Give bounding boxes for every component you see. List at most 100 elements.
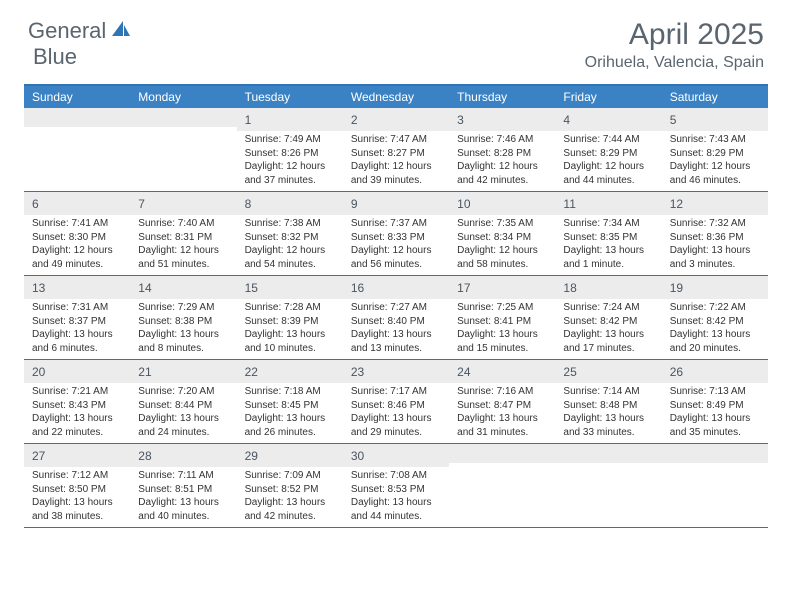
day-detail-line: Daylight: 12 hours and 39 minutes. xyxy=(351,160,441,187)
week-row: 6Sunrise: 7:41 AMSunset: 8:30 PMDaylight… xyxy=(24,192,768,276)
day-details: Sunrise: 7:31 AMSunset: 8:37 PMDaylight:… xyxy=(24,299,130,359)
day-headers-row: SundayMondayTuesdayWednesdayThursdayFrid… xyxy=(24,86,768,108)
day-number: 12 xyxy=(670,197,683,211)
day-number-row: 3 xyxy=(449,108,555,131)
calendar: SundayMondayTuesdayWednesdayThursdayFrid… xyxy=(24,84,768,528)
day-detail-line: Sunrise: 7:11 AM xyxy=(138,469,228,483)
day-cell: 21Sunrise: 7:20 AMSunset: 8:44 PMDayligh… xyxy=(130,360,236,443)
day-number: 15 xyxy=(245,281,258,295)
day-cell: 18Sunrise: 7:24 AMSunset: 8:42 PMDayligh… xyxy=(555,276,661,359)
day-number: 14 xyxy=(138,281,151,295)
sail-icon xyxy=(110,19,132,44)
day-number: 20 xyxy=(32,365,45,379)
day-details: Sunrise: 7:46 AMSunset: 8:28 PMDaylight:… xyxy=(449,131,555,191)
day-cell: 23Sunrise: 7:17 AMSunset: 8:46 PMDayligh… xyxy=(343,360,449,443)
day-number-row xyxy=(130,108,236,127)
day-number: 19 xyxy=(670,281,683,295)
day-cell: 9Sunrise: 7:37 AMSunset: 8:33 PMDaylight… xyxy=(343,192,449,275)
day-details xyxy=(555,463,661,469)
day-cell: 17Sunrise: 7:25 AMSunset: 8:41 PMDayligh… xyxy=(449,276,555,359)
day-number-row: 16 xyxy=(343,276,449,299)
day-number: 18 xyxy=(563,281,576,295)
day-number: 23 xyxy=(351,365,364,379)
day-detail-line: Sunset: 8:44 PM xyxy=(138,399,228,413)
day-detail-line: Sunrise: 7:18 AM xyxy=(245,385,335,399)
day-number: 11 xyxy=(563,197,575,211)
day-cell: 10 Sunrise: 7:35 AMSunset: 8:34 PMDayligh… xyxy=(449,192,555,275)
day-cell xyxy=(555,444,661,527)
day-number-row: 14 xyxy=(130,276,236,299)
day-detail-line: Daylight: 13 hours and 31 minutes. xyxy=(457,412,547,439)
day-number-row: 27 xyxy=(24,444,130,467)
day-number-row: 26 xyxy=(662,360,768,383)
day-number: 28 xyxy=(138,449,151,463)
day-detail-line: Daylight: 13 hours and 42 minutes. xyxy=(245,496,335,523)
day-cell xyxy=(662,444,768,527)
day-header: Sunday xyxy=(24,86,130,108)
day-number-row xyxy=(662,444,768,463)
day-detail-line: Sunset: 8:51 PM xyxy=(138,483,228,497)
day-details: Sunrise: 7:21 AMSunset: 8:43 PMDaylight:… xyxy=(24,383,130,443)
day-detail-line: Sunset: 8:32 PM xyxy=(245,231,335,245)
day-detail-line: Sunset: 8:38 PM xyxy=(138,315,228,329)
day-number: 1 xyxy=(245,113,252,127)
day-number-row: 28 xyxy=(130,444,236,467)
day-cell: 19 Sunrise: 7:22 AMSunset: 8:42 PMDayligh… xyxy=(662,276,768,359)
day-detail-line: Daylight: 13 hours and 17 minutes. xyxy=(563,328,653,355)
day-detail-line: Sunrise: 7:41 AM xyxy=(32,217,122,231)
day-cell: 14Sunrise: 7:29 AMSunset: 8:38 PMDayligh… xyxy=(130,276,236,359)
day-number: 10 xyxy=(457,197,470,211)
day-number-row: 22 xyxy=(237,360,343,383)
day-number: 4 xyxy=(563,113,570,127)
day-detail-line: Sunset: 8:40 PM xyxy=(351,315,441,329)
day-detail-line: Daylight: 13 hours and 35 minutes. xyxy=(670,412,760,439)
day-cell: 24 Sunrise: 7:16 AMSunset: 8:47 PMDayligh… xyxy=(449,360,555,443)
day-number-row: 13 xyxy=(24,276,130,299)
day-header: Friday xyxy=(555,86,661,108)
day-detail-line: Sunrise: 7:22 AM xyxy=(670,301,760,315)
day-header: Saturday xyxy=(662,86,768,108)
day-detail-line: Sunset: 8:50 PM xyxy=(32,483,122,497)
day-number: 24 xyxy=(457,365,470,379)
day-detail-line: Sunrise: 7:44 AM xyxy=(563,133,653,147)
day-cell: 7Sunrise: 7:40 AMSunset: 8:31 PMDaylight… xyxy=(130,192,236,275)
week-row: 27Sunrise: 7:12 AMSunset: 8:50 PMDayligh… xyxy=(24,444,768,528)
day-detail-line: Sunset: 8:49 PM xyxy=(670,399,760,413)
day-detail-line: Daylight: 12 hours and 58 minutes. xyxy=(457,244,547,271)
day-number-row: 20 xyxy=(24,360,130,383)
day-detail-line: Sunrise: 7:13 AM xyxy=(670,385,760,399)
day-cell: 4Sunrise: 7:44 AMSunset: 8:29 PMDaylight… xyxy=(555,108,661,191)
day-number: 17 xyxy=(457,281,470,295)
day-number: 9 xyxy=(351,197,358,211)
day-header: Wednesday xyxy=(343,86,449,108)
day-detail-line: Daylight: 13 hours and 26 minutes. xyxy=(245,412,335,439)
day-cell: 5Sunrise: 7:43 AMSunset: 8:29 PMDaylight… xyxy=(662,108,768,191)
day-detail-line: Daylight: 12 hours and 46 minutes. xyxy=(670,160,760,187)
day-detail-line: Sunrise: 7:25 AM xyxy=(457,301,547,315)
day-details xyxy=(130,127,236,133)
day-details: Sunrise: 7:41 AMSunset: 8:30 PMDaylight:… xyxy=(24,215,130,275)
day-detail-line: Sunrise: 7:40 AM xyxy=(138,217,228,231)
day-detail-line: Sunset: 8:42 PM xyxy=(670,315,760,329)
day-cell: 22Sunrise: 7:18 AMSunset: 8:45 PMDayligh… xyxy=(237,360,343,443)
day-cell: 25Sunrise: 7:14 AMSunset: 8:48 PMDayligh… xyxy=(555,360,661,443)
day-detail-line: Sunrise: 7:32 AM xyxy=(670,217,760,231)
day-number: 27 xyxy=(32,449,45,463)
day-details: Sunrise: 7:16 AMSunset: 8:47 PMDaylight:… xyxy=(449,383,555,443)
day-details: Sunrise: 7:43 AMSunset: 8:29 PMDaylight:… xyxy=(662,131,768,191)
week-row: 20 Sunrise: 7:21 AMSunset: 8:43 PMDayligh… xyxy=(24,360,768,444)
day-number-row: 23 xyxy=(343,360,449,383)
day-details: Sunrise: 7:28 AMSunset: 8:39 PMDaylight:… xyxy=(237,299,343,359)
day-details: Sunrise: 7:47 AMSunset: 8:27 PMDaylight:… xyxy=(343,131,449,191)
day-details: Sunrise: 7:22 AMSunset: 8:42 PMDaylight:… xyxy=(662,299,768,359)
day-number-row: 24 xyxy=(449,360,555,383)
day-detail-line: Daylight: 12 hours and 42 minutes. xyxy=(457,160,547,187)
day-number: 26 xyxy=(670,365,683,379)
day-detail-line: Sunrise: 7:47 AM xyxy=(351,133,441,147)
day-detail-line: Daylight: 12 hours and 49 minutes. xyxy=(32,244,122,271)
day-number: 3 xyxy=(457,113,464,127)
day-detail-line: Sunset: 8:46 PM xyxy=(351,399,441,413)
day-detail-line: Sunset: 8:28 PM xyxy=(457,147,547,161)
day-detail-line: Daylight: 12 hours and 51 minutes. xyxy=(138,244,228,271)
day-details: Sunrise: 7:35 AMSunset: 8:34 PMDaylight:… xyxy=(449,215,555,275)
